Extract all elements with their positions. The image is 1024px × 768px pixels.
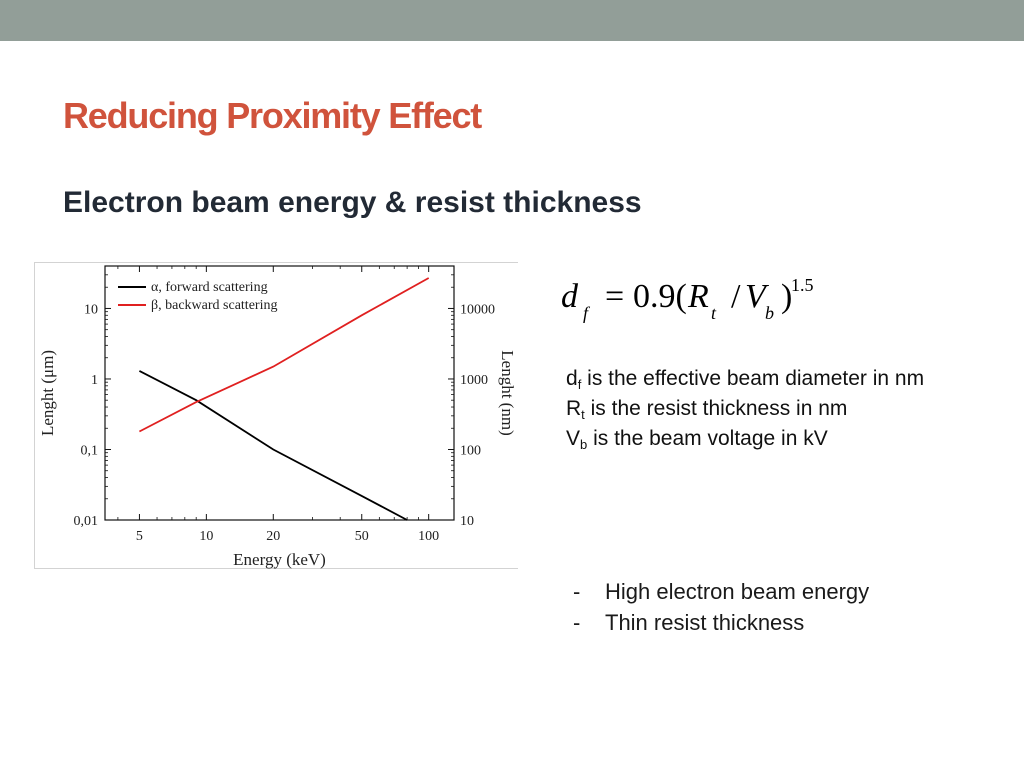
y2-tick-label: 10000 xyxy=(460,302,495,317)
backward-scattering-line xyxy=(138,277,430,433)
forward-scattering-line xyxy=(138,370,408,521)
formula-coefficient: 0.9( xyxy=(633,278,687,315)
dash-marker: - xyxy=(573,610,581,635)
variable-definitions: df is the effective beam diameter in nm … xyxy=(566,364,924,454)
formula-r-sub: t xyxy=(711,303,717,323)
y2-tick-label: 1000 xyxy=(460,373,488,388)
definition-thickness: Rt is the resist thickness in nm xyxy=(566,397,848,422)
top-bar xyxy=(0,0,1024,41)
chart-panel: 5 10 20 50 100 0,01 0,1 1 10 10 100 1000 10000 α, for… xyxy=(34,262,518,569)
dash-marker: - xyxy=(573,579,581,604)
formula-v: V xyxy=(745,278,766,315)
slide-subtitle: Electron beam energy & resist thickness xyxy=(63,186,642,219)
formula-v-sub: b xyxy=(765,303,774,323)
y-tick-label: 0,01 xyxy=(74,514,99,529)
y2-tick-label: 100 xyxy=(460,443,481,458)
x-tick-label: 100 xyxy=(418,529,439,544)
formula-d-sub: f xyxy=(583,303,589,323)
formula-exponent: 1.5 xyxy=(791,275,814,295)
y-tick-label: 10 xyxy=(84,302,98,317)
plot-area xyxy=(104,265,455,521)
bullet-list: - High electron beam energy - Thin resis… xyxy=(573,576,869,638)
y-axis-label: Lenght (μm) xyxy=(38,350,57,436)
definition-voltage: Vb is the beam voltage in kV xyxy=(566,427,828,452)
y-tick-label: 0,1 xyxy=(81,443,99,458)
x-tick-label: 50 xyxy=(355,529,369,544)
formula-slash: / xyxy=(731,278,741,315)
formula-d: d xyxy=(561,278,578,315)
bullet-text: Thin resist thickness xyxy=(605,610,805,635)
scattering-chart: 5 10 20 50 100 0,01 0,1 1 10 10 100 1000 10000 α, for… xyxy=(38,265,517,569)
formula-equals: = xyxy=(605,278,625,315)
y-tick-label: 1 xyxy=(91,373,98,388)
y2-tick-label: 10 xyxy=(460,514,474,529)
slide-title: Reducing Proximity Effect xyxy=(63,95,482,136)
legend-label: α, forward scattering xyxy=(151,280,268,295)
legend-label: β, backward scattering xyxy=(151,298,277,313)
definition-diameter: df is the effective beam diameter in nm xyxy=(566,367,925,392)
x-axis-label: Energy (keV) xyxy=(233,550,326,569)
x-tick-label: 20 xyxy=(266,529,280,544)
list-item: - High electron beam energy xyxy=(573,576,869,607)
formula-r: R xyxy=(688,278,709,315)
list-item: - Thin resist thickness xyxy=(573,607,869,638)
x-tick-label: 10 xyxy=(199,529,213,544)
formula-close-paren: ) xyxy=(781,278,793,315)
bullet-text: High electron beam energy xyxy=(605,579,870,604)
x-tick-label: 5 xyxy=(136,529,143,544)
y2-axis-label: Lenght (nm) xyxy=(498,350,517,435)
formula: d f = 0.9( R t / V b ) 1.5 xyxy=(561,276,821,324)
